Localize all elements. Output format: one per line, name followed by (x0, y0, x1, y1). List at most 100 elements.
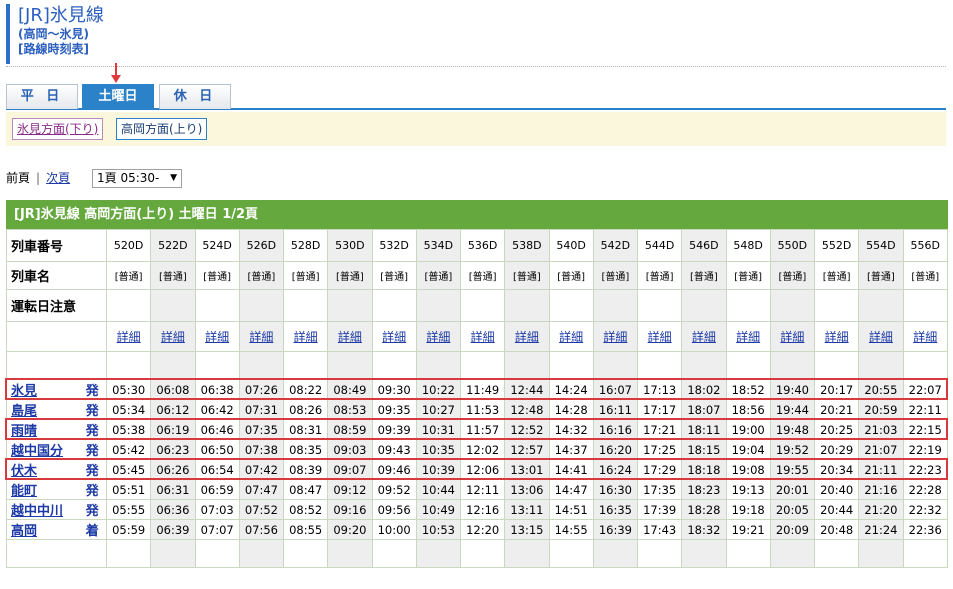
train-number-row-cell: 528D (283, 229, 329, 262)
time-cell: 09:03 (327, 439, 373, 460)
tab-holiday[interactable]: 休 日 (159, 84, 231, 109)
station-row: 能町発 05:51 06:31 06:59 07:47 08:47 09:12 09:52 10… (6, 479, 949, 500)
time-cell: 18:11 (681, 419, 727, 440)
train-number-row-cell: 538D (504, 229, 550, 262)
detail-link[interactable]: 詳細 (426, 330, 451, 344)
spacer-row-cell (504, 351, 550, 380)
detail-link[interactable]: 詳細 (603, 330, 628, 344)
station-row: 伏木発 05:45 06:26 06:54 07:42 08:39 09:07 09:46 10… (6, 459, 949, 480)
notes-row-cell (769, 289, 816, 322)
time-cell: 06:59 (194, 479, 240, 500)
spacer-row-cell (327, 351, 373, 380)
notes-row-cell (725, 289, 771, 322)
time-cell: 20:48 (814, 519, 860, 540)
train-number-row-cell: 520D (106, 229, 152, 262)
train-name-row-cell: [普通] (150, 261, 196, 290)
notes-row-cell (902, 289, 949, 322)
detail-link[interactable]: 詳細 (736, 330, 761, 344)
bottom-row-cell (194, 539, 240, 568)
train-name-row-cell: [普通] (460, 261, 506, 290)
detail-row-cell: 詳細 (371, 321, 417, 352)
direction-takaoka-button[interactable]: 高岡方面(上り) (116, 118, 208, 140)
detail-link[interactable]: 詳細 (293, 330, 318, 344)
detail-link[interactable]: 詳細 (868, 330, 893, 344)
train-name-row-cell: [普通] (592, 261, 639, 290)
bottom-row-cell (769, 539, 816, 568)
time-cell: 09:35 (371, 399, 417, 420)
time-cell: 07:38 (238, 439, 285, 460)
time-cell: 21:11 (858, 459, 904, 480)
time-cell: 20:34 (814, 459, 860, 480)
spacer-row-cell (637, 351, 683, 380)
detail-link[interactable]: 詳細 (913, 330, 938, 344)
detail-link[interactable]: 詳細 (382, 330, 407, 344)
station-link[interactable]: 高岡 (6, 519, 79, 540)
train-number-row-label: 列車番号 (5, 229, 108, 262)
departure-arrival-label: 発 (78, 439, 108, 460)
detail-link[interactable]: 詳細 (647, 330, 672, 344)
station-link[interactable]: 越中国分 (6, 439, 79, 460)
detail-link[interactable]: 詳細 (116, 330, 141, 344)
time-cell: 18:32 (681, 519, 727, 540)
time-cell: 07:47 (238, 479, 285, 500)
time-cell: 16:11 (592, 399, 639, 420)
time-cell: 17:13 (637, 379, 683, 400)
time-cell: 10:22 (415, 379, 462, 400)
time-cell: 08:52 (283, 499, 329, 520)
station-link[interactable]: 越中中川 (6, 499, 79, 520)
spacer-row-cell (283, 351, 329, 380)
detail-link[interactable]: 詳細 (691, 330, 716, 344)
time-cell: 07:42 (238, 459, 285, 480)
station-link[interactable]: 雨晴 (6, 419, 79, 440)
direction-himi-button[interactable]: 氷見方面(下り) (12, 118, 104, 140)
station-link[interactable]: 島尾 (6, 399, 79, 420)
detail-link[interactable]: 詳細 (824, 330, 849, 344)
detail-link[interactable]: 詳細 (514, 330, 539, 344)
train-number-row-cell: 540D (548, 229, 594, 262)
page-select[interactable]: 1頁 05:30- ▼ (92, 169, 182, 188)
detail-link[interactable]: 詳細 (337, 330, 362, 344)
detail-link[interactable]: 詳細 (205, 330, 230, 344)
time-cell: 18:52 (725, 379, 771, 400)
detail-link[interactable]: 詳細 (160, 330, 185, 344)
detail-link[interactable]: 詳細 (470, 330, 495, 344)
time-cell: 08:53 (327, 399, 373, 420)
time-cell: 12:16 (460, 499, 506, 520)
time-cell: 09:39 (371, 419, 417, 440)
time-cell: 10:27 (415, 399, 462, 420)
departure-arrival-label: 発 (78, 399, 108, 420)
station-link[interactable]: 氷見 (6, 379, 79, 400)
spacer-row-cell (194, 351, 240, 380)
bottom-row-cell (238, 539, 285, 568)
bottom-row-cell (681, 539, 727, 568)
time-cell: 14:47 (548, 479, 594, 500)
detail-link[interactable]: 詳細 (780, 330, 805, 344)
tab-saturday[interactable]: 土曜日 (82, 84, 154, 109)
spacer-row-label (5, 351, 108, 380)
notes-row-cell (371, 289, 417, 322)
time-cell: 09:07 (327, 459, 373, 480)
train-number-row-cell: 534D (415, 229, 462, 262)
train-name-row-cell: [普通] (371, 261, 417, 290)
time-cell: 12:20 (460, 519, 506, 540)
next-page-link[interactable]: 次頁 (46, 171, 71, 185)
departure-arrival-label: 発 (78, 459, 108, 480)
time-cell: 14:41 (548, 459, 594, 480)
detail-link[interactable]: 詳細 (249, 330, 274, 344)
notes-row-label: 運転日注意 (5, 289, 108, 322)
detail-row-cell: 詳細 (592, 321, 639, 352)
notes-row-cell (106, 289, 152, 322)
station-link[interactable]: 伏木 (6, 459, 79, 480)
detail-row-cell: 詳細 (283, 321, 329, 352)
time-cell: 07:31 (238, 399, 285, 420)
time-cell: 16:39 (592, 519, 639, 540)
tab-weekday[interactable]: 平 日 (6, 84, 78, 109)
time-cell: 22:32 (902, 499, 949, 520)
time-cell: 05:34 (106, 399, 152, 420)
station-link[interactable]: 能町 (6, 479, 79, 500)
time-cell: 10:49 (415, 499, 462, 520)
detail-link[interactable]: 詳細 (559, 330, 584, 344)
detail-row-cell: 詳細 (681, 321, 727, 352)
spacer-row-cell (858, 351, 904, 380)
time-cell: 10:35 (415, 439, 462, 460)
